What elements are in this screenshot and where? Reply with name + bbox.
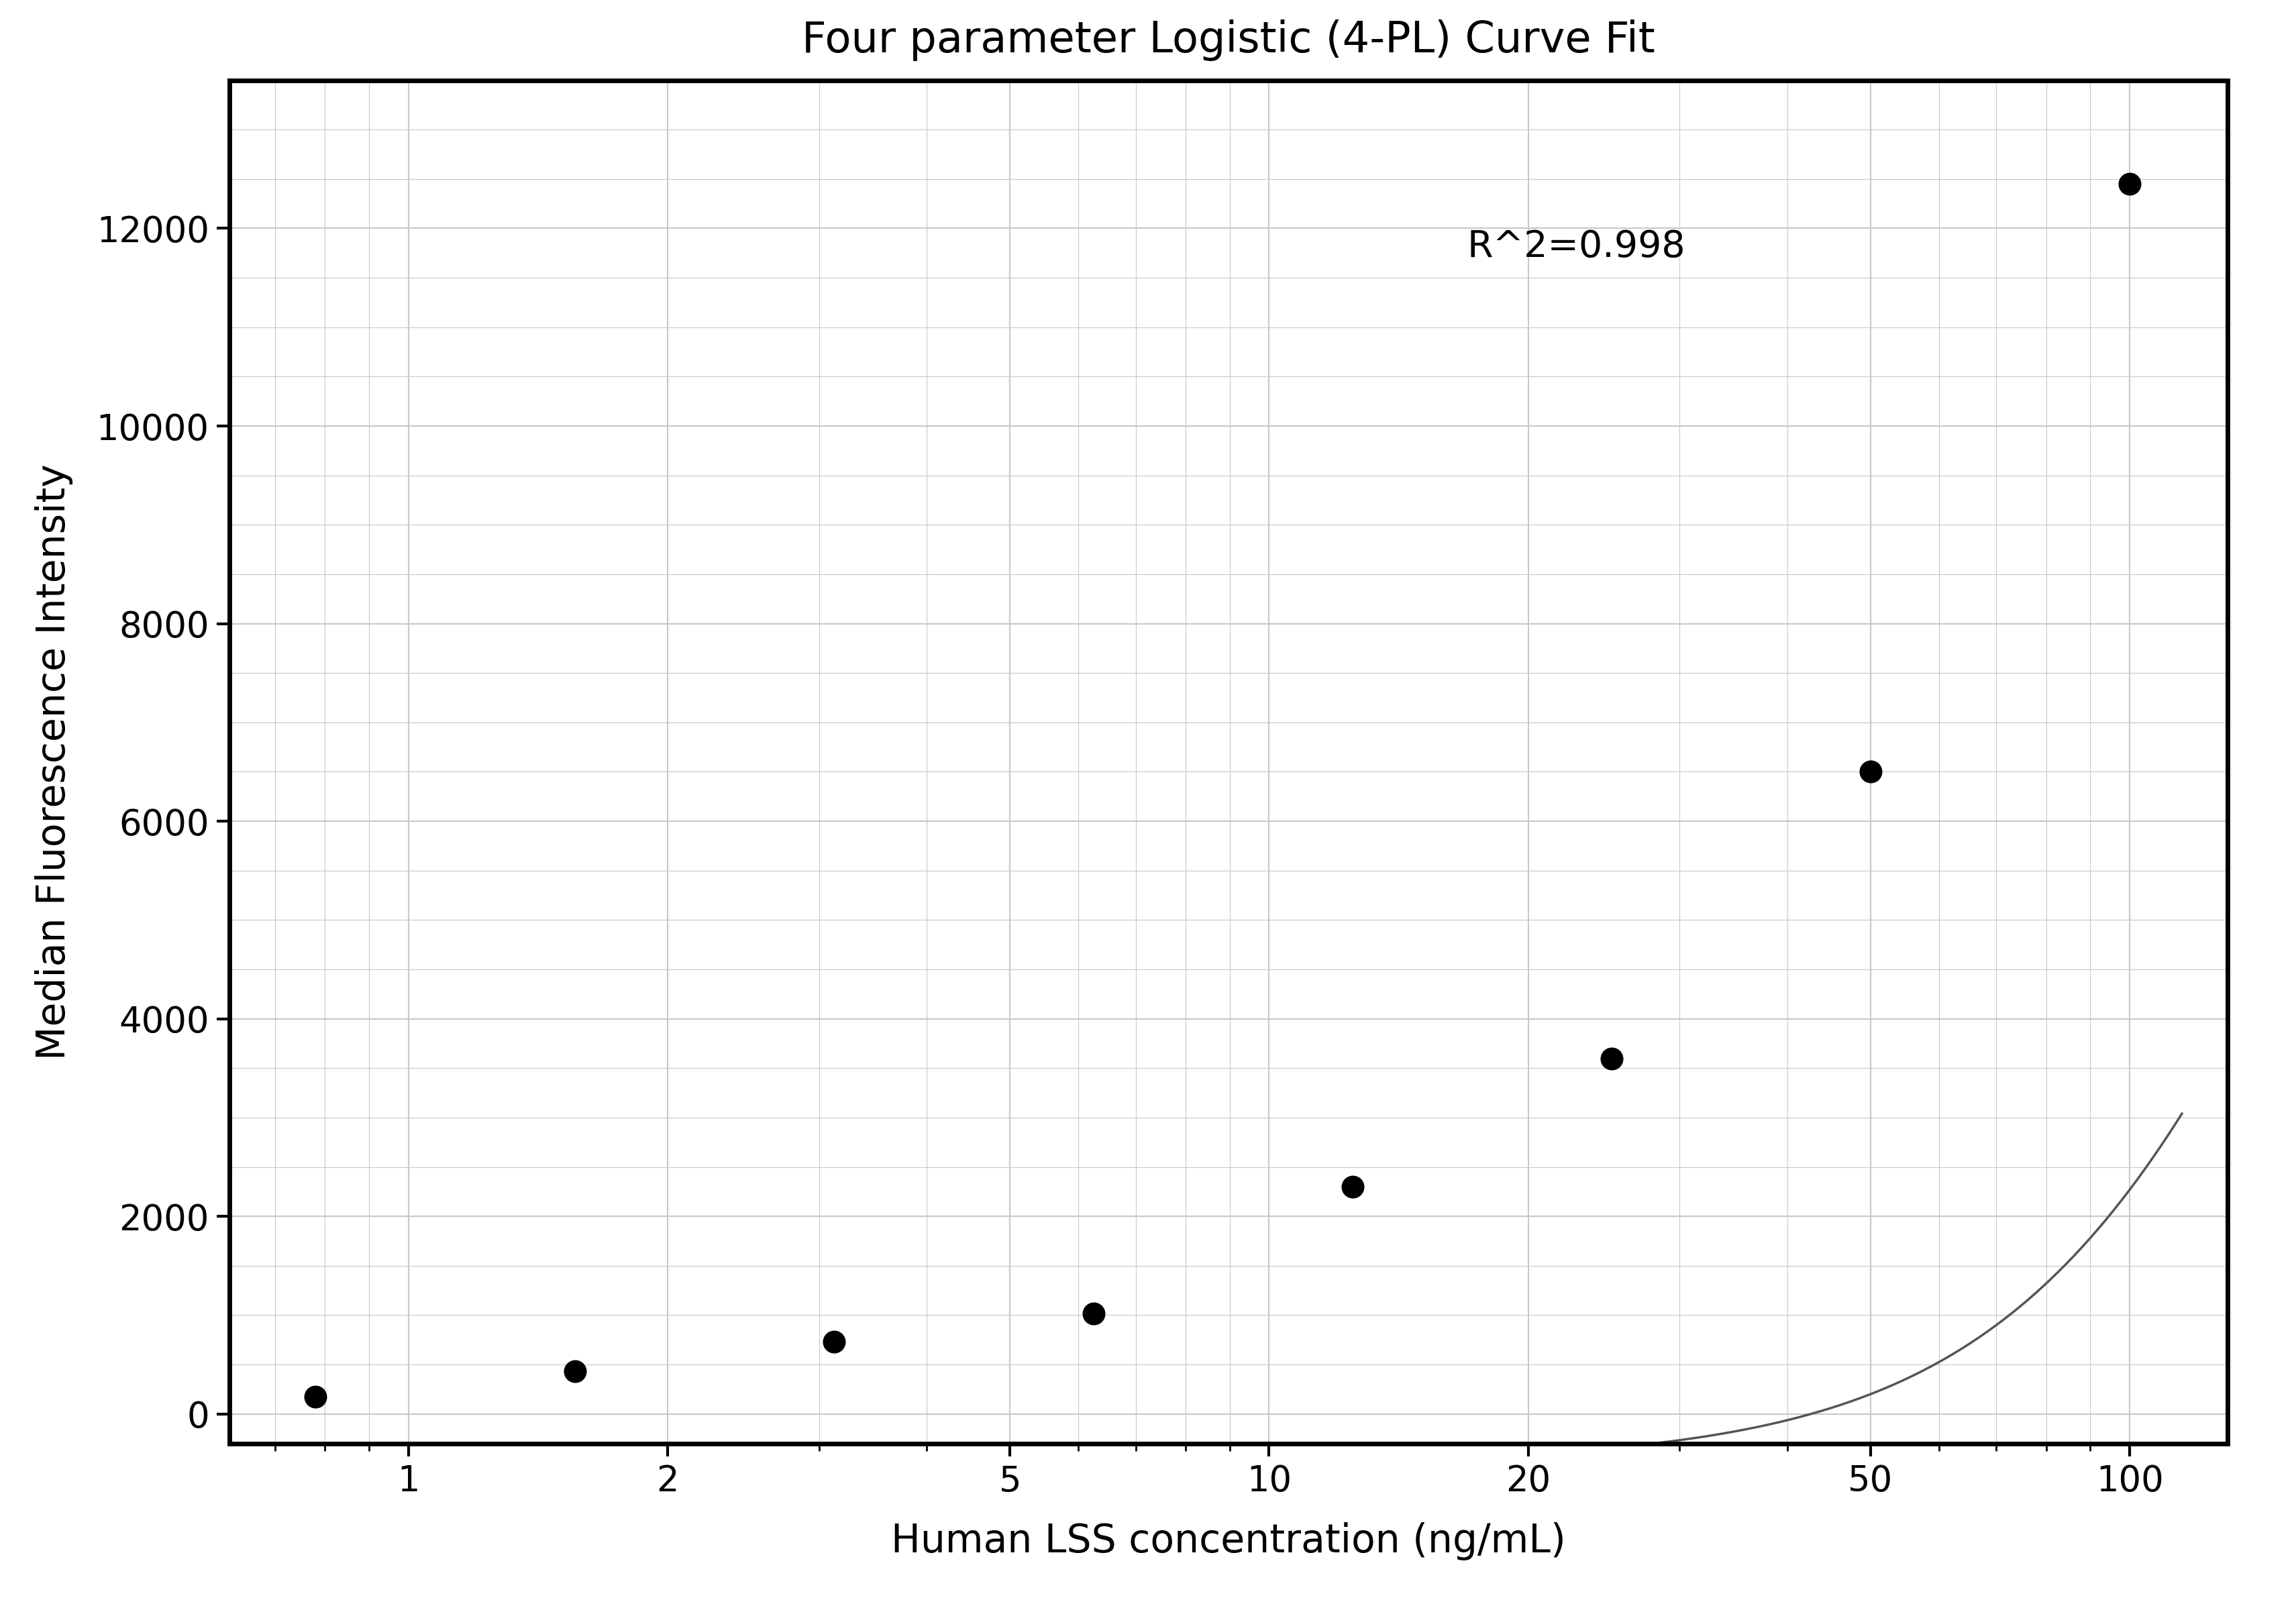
Point (1075, 1301, 1111, 1327)
Y-axis label: Median Fluorescence Intensity: Median Fluorescence Intensity (34, 464, 73, 1060)
Point (2110, 172, 2147, 197)
Point (1851, 759, 1887, 784)
Point (296, 1384, 333, 1410)
Point (1593, 1046, 1630, 1071)
X-axis label: Human LSS concentration (ng/mL): Human LSS concentration (ng/mL) (891, 1522, 1566, 1561)
Title: Four parameter Logistic (4-PL) Curve Fit: Four parameter Logistic (4-PL) Curve Fit (801, 19, 1655, 61)
Point (1334, 1174, 1371, 1200)
Text: R^2=0.998: R^2=0.998 (1467, 228, 1685, 265)
Point (556, 1359, 592, 1384)
Point (815, 1330, 852, 1355)
